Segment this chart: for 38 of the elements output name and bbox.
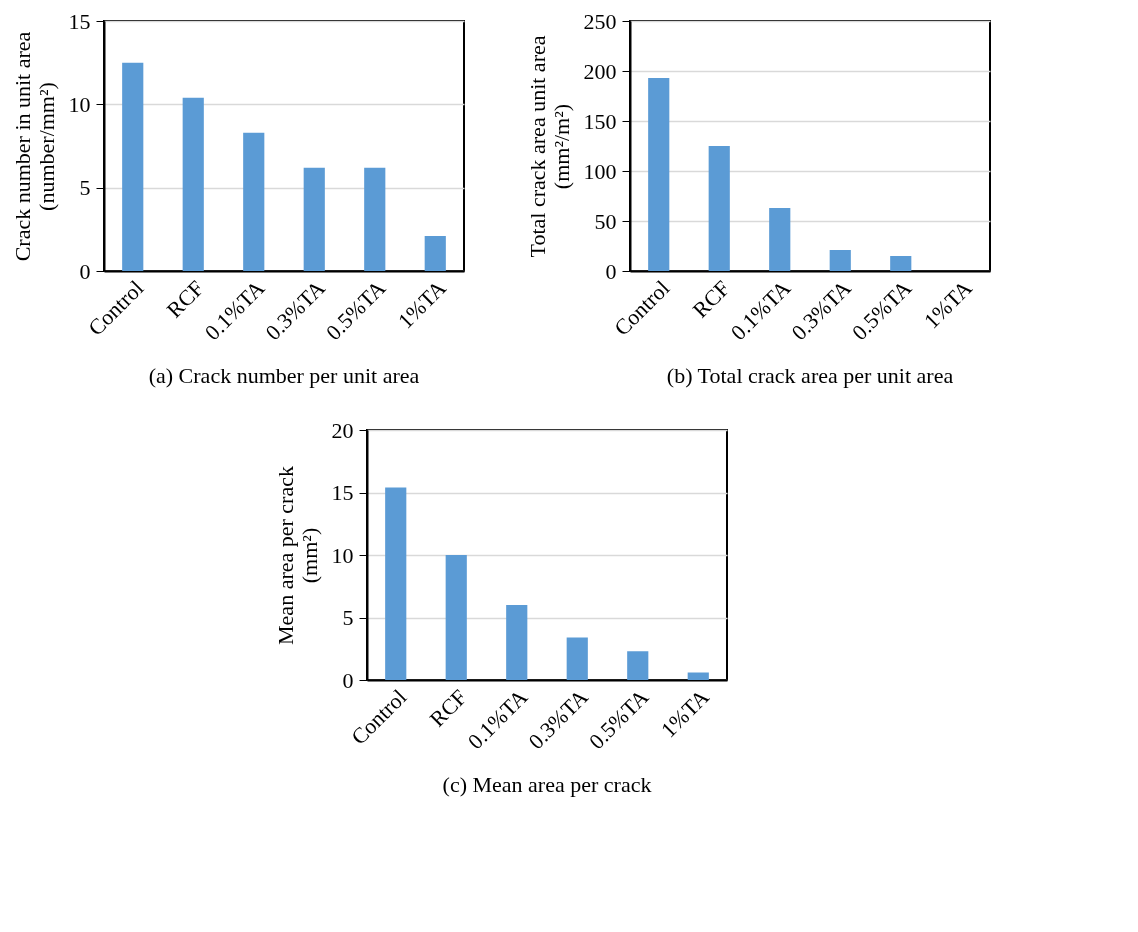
y-tick-label: 5 bbox=[342, 605, 354, 630]
text: (b) Total crack area per unit area bbox=[666, 362, 954, 388]
bar bbox=[122, 62, 144, 271]
y-axis-title: Total crack area unit area (mm²/m²) bbox=[524, 35, 574, 258]
bar bbox=[648, 78, 670, 271]
bar bbox=[769, 208, 791, 271]
bar bbox=[566, 637, 588, 680]
bar bbox=[506, 605, 528, 680]
y-tick-label: 20 bbox=[331, 417, 354, 443]
y-tick-label: 50 bbox=[594, 208, 617, 234]
bar bbox=[243, 132, 265, 271]
y-tick-label: 0 bbox=[79, 258, 91, 284]
bar bbox=[708, 146, 730, 271]
bar bbox=[445, 555, 467, 680]
y-tick-label: 10 bbox=[68, 91, 91, 117]
bar bbox=[890, 256, 912, 271]
y-tick-label: 200 bbox=[583, 58, 617, 84]
text: (a) Crack number per unit area bbox=[148, 362, 420, 388]
text: (c) Mean area per crack bbox=[442, 771, 652, 797]
y-tick-label: 0 bbox=[605, 258, 617, 284]
bar bbox=[303, 167, 325, 271]
bar bbox=[385, 487, 407, 680]
y-axis-title: Crack number in unit area (number/mm²) bbox=[9, 31, 59, 262]
y-tick-label: 150 bbox=[583, 108, 617, 134]
y-tick-label: 15 bbox=[68, 8, 91, 34]
bar bbox=[829, 250, 851, 271]
bar bbox=[182, 97, 204, 271]
y-tick-label: 250 bbox=[583, 8, 617, 34]
y-tick-label: 5 bbox=[79, 175, 91, 201]
bar bbox=[424, 236, 446, 271]
bar bbox=[687, 672, 709, 680]
y-tick-label: 100 bbox=[583, 158, 617, 184]
y-axis-title: Mean area per crack (mm²) bbox=[272, 466, 322, 645]
y-tick-label: 15 bbox=[331, 480, 354, 505]
y-tick-label: 0 bbox=[342, 667, 354, 693]
bar bbox=[627, 651, 649, 680]
bar bbox=[364, 167, 386, 271]
y-tick-label: 10 bbox=[331, 542, 354, 568]
